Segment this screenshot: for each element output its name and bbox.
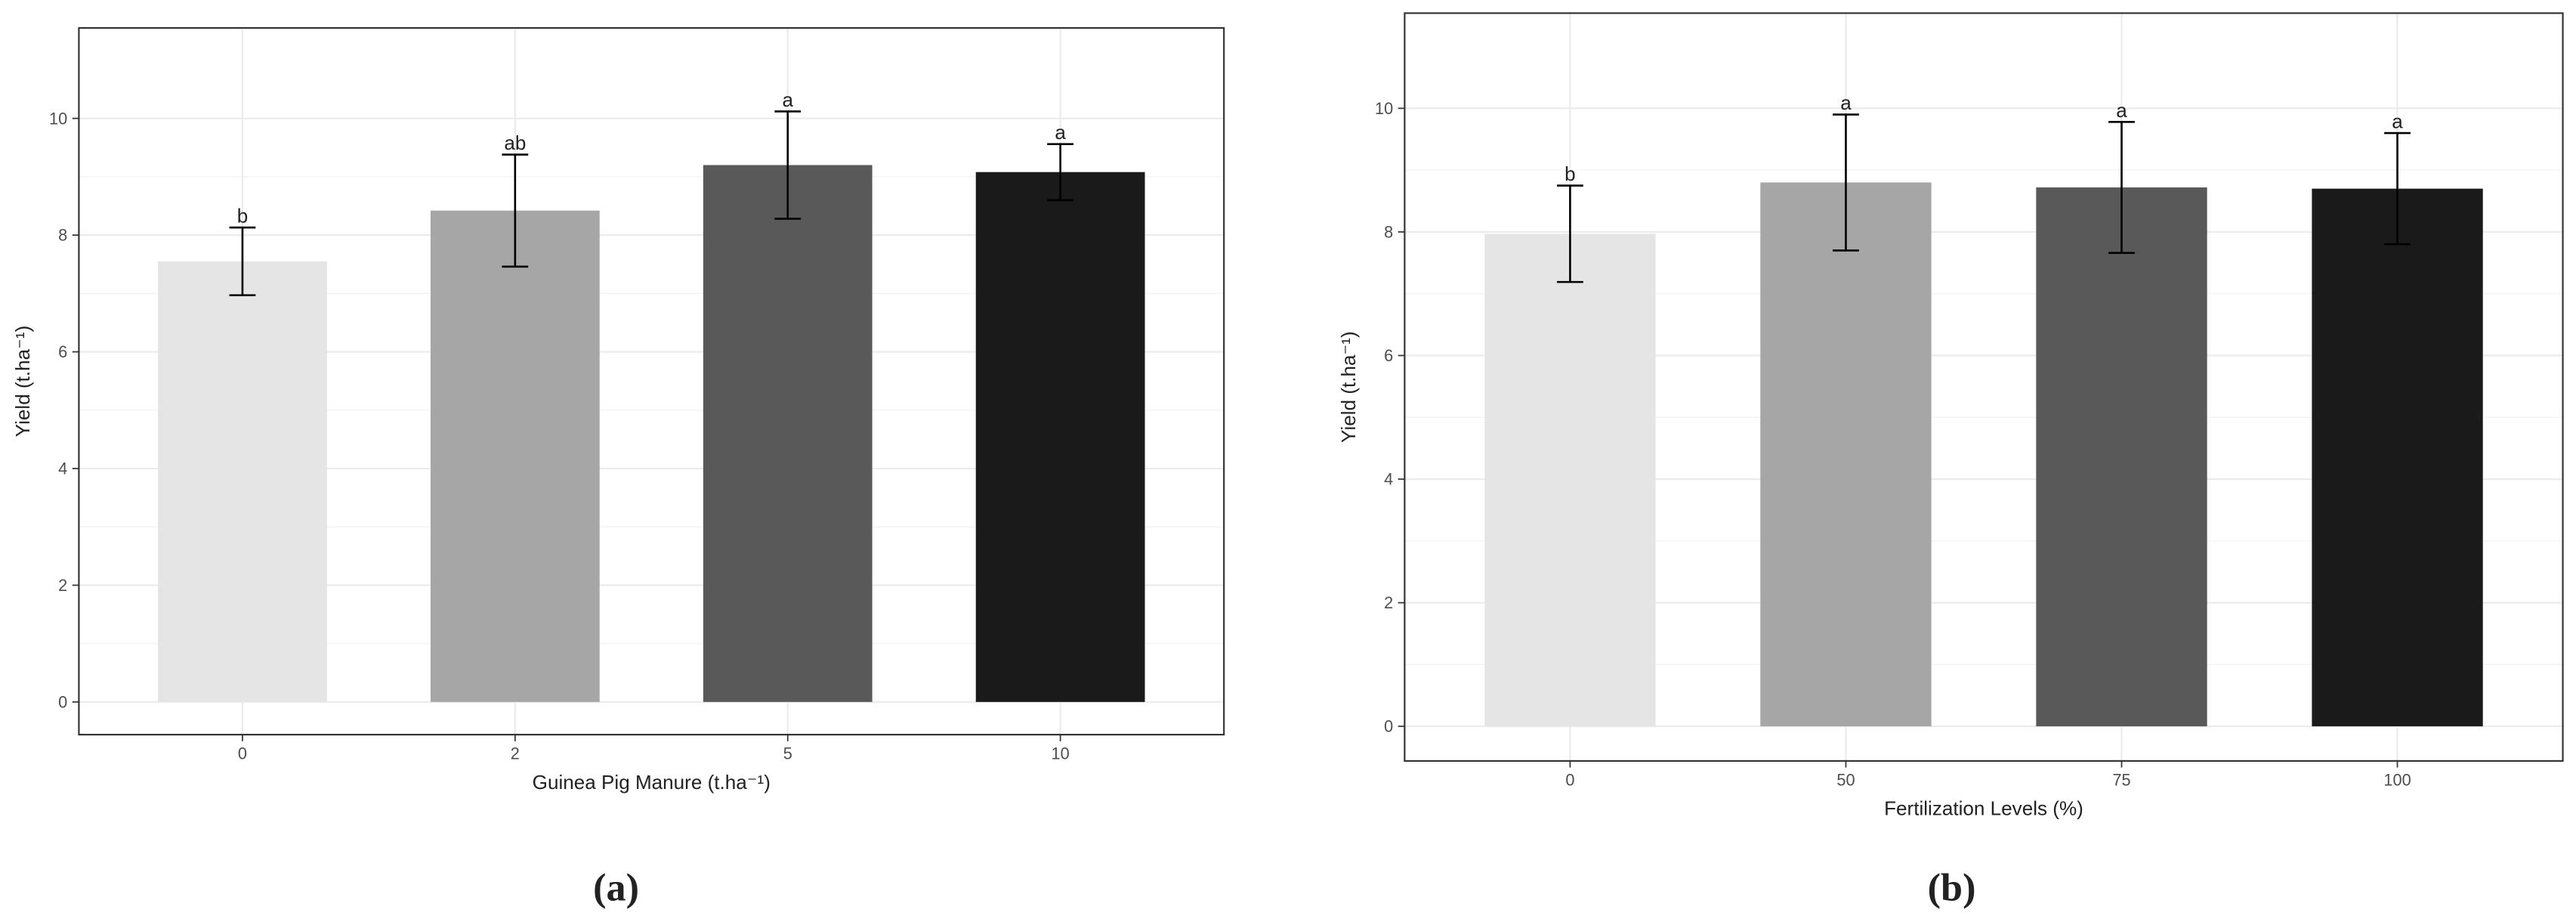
panel-border	[1404, 12, 2564, 762]
y-tick-label: 8	[58, 226, 67, 245]
bar	[1484, 234, 1656, 727]
bar	[158, 261, 327, 702]
significance-letter: a	[2392, 110, 2403, 133]
y-tick-label: 10	[49, 109, 67, 128]
bar	[703, 165, 873, 702]
x-tick-label: 50	[1836, 771, 1855, 790]
significance-letter: a	[2116, 99, 2127, 122]
y-tick-label: 6	[1384, 346, 1393, 365]
bar	[430, 210, 600, 702]
x-axis-title: Guinea Pig Manure (t.ha⁻¹)	[533, 771, 771, 794]
x-tick-label: 100	[2383, 771, 2411, 790]
y-tick-label: 0	[58, 692, 67, 711]
x-tick-label: 10	[1052, 744, 1070, 763]
significance-letter: a	[1055, 121, 1066, 144]
x-tick-label: 2	[511, 744, 520, 763]
bar	[1760, 182, 1932, 727]
y-tick-label: 2	[1384, 593, 1393, 612]
panel-border	[78, 26, 1225, 736]
y-axis-title: Yield (t.ha⁻¹)	[1337, 331, 1360, 443]
panel-label: (b)	[1928, 866, 1976, 910]
y-tick-label: 0	[1384, 717, 1393, 736]
y-tick-label: 4	[1384, 470, 1393, 489]
x-axis-title: Fertilization Levels (%)	[1884, 797, 2083, 820]
y-tick-label: 10	[1375, 99, 1393, 118]
y-tick-label: 6	[58, 342, 67, 361]
bar	[2312, 188, 2483, 727]
panel-label: (a)	[593, 866, 639, 910]
y-axis-title: Yield (t.ha⁻¹)	[11, 326, 34, 438]
y-tick-label: 4	[58, 459, 67, 478]
bar	[975, 172, 1145, 702]
bar	[2036, 187, 2207, 727]
x-tick-label: 5	[783, 744, 792, 763]
significance-letter: ab	[504, 131, 526, 154]
x-tick-label: 0	[238, 744, 247, 763]
significance-letter: a	[1840, 91, 1852, 114]
significance-letter: b	[1564, 162, 1576, 185]
significance-letter: a	[782, 88, 793, 111]
significance-letter: b	[237, 205, 249, 227]
x-tick-label: 0	[1565, 771, 1574, 790]
y-tick-label: 2	[58, 576, 67, 595]
y-tick-label: 8	[1384, 222, 1393, 241]
x-tick-label: 75	[2112, 771, 2130, 790]
